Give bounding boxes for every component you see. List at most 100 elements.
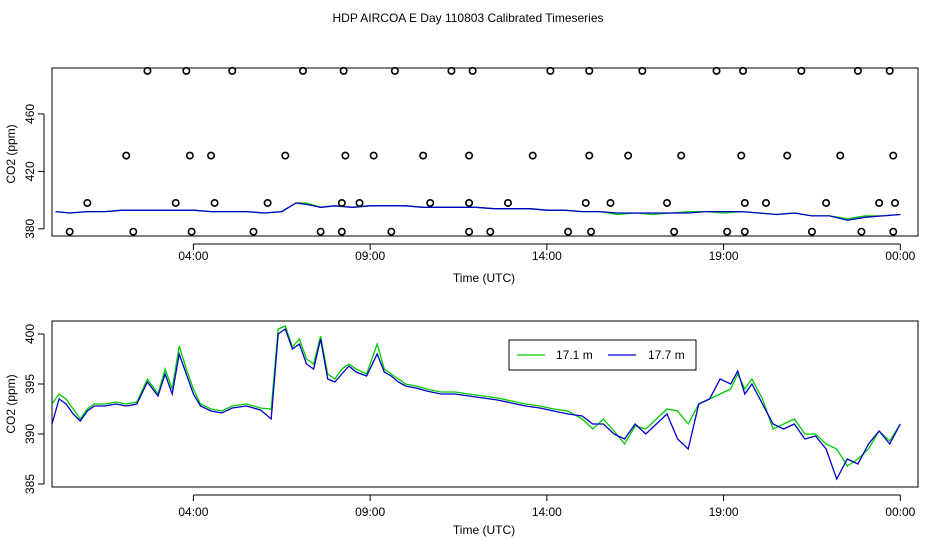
calibration-marker bbox=[249, 227, 258, 236]
calibration-marker bbox=[822, 198, 831, 207]
bottom-x-tick-label: 14:00 bbox=[532, 505, 562, 519]
calibration-marker bbox=[885, 66, 894, 75]
top-y-axis-title: CO2 (ppm) bbox=[4, 124, 18, 183]
calibration-marker bbox=[889, 151, 898, 160]
calibration-marker bbox=[797, 66, 806, 75]
calibration-marker bbox=[447, 66, 456, 75]
calibration-marker bbox=[298, 66, 307, 75]
bottom-plot-frame bbox=[51, 320, 919, 488]
calibration-marker bbox=[468, 66, 477, 75]
calibration-marker bbox=[564, 227, 573, 236]
bottom-y-tick-label: 385 bbox=[23, 474, 37, 494]
calibration-marker bbox=[677, 151, 686, 160]
calibration-marker bbox=[723, 227, 732, 236]
legend: 17.1 m 17.7 m bbox=[508, 339, 697, 371]
bottom-y-tick-label: 395 bbox=[23, 374, 37, 394]
bottom-x-axis-title: Time (UTC) bbox=[453, 523, 515, 537]
calibration-marker bbox=[486, 227, 495, 236]
calibration-marker bbox=[857, 227, 866, 236]
bottom-y-tick-label: 400 bbox=[23, 324, 37, 344]
calibration-marker bbox=[606, 198, 615, 207]
calibration-marker bbox=[263, 198, 272, 207]
calibration-marker bbox=[712, 66, 721, 75]
legend-label-17-7: 17.7 m bbox=[648, 348, 685, 362]
calibration-marker bbox=[740, 227, 749, 236]
calibration-marker bbox=[875, 198, 884, 207]
top-y-tick-label: 460 bbox=[23, 104, 37, 124]
top-x-tick-label: 09:00 bbox=[355, 249, 385, 263]
calibration-marker bbox=[853, 66, 862, 75]
calibration-marker bbox=[624, 151, 633, 160]
calibration-marker bbox=[341, 151, 350, 160]
bottom-series-17-1-m bbox=[52, 325, 901, 467]
calibration-marker bbox=[426, 198, 435, 207]
legend-label-17-1: 17.1 m bbox=[556, 348, 593, 362]
calibration-marker bbox=[228, 66, 237, 75]
calibration-marker bbox=[836, 151, 845, 160]
top-series-17-7-m bbox=[55, 202, 901, 221]
top-x-tick-label: 19:00 bbox=[709, 249, 739, 263]
calibration-marker bbox=[419, 151, 428, 160]
top-y-tick-label: 420 bbox=[23, 161, 37, 181]
calibration-marker bbox=[207, 151, 216, 160]
calibration-marker bbox=[465, 151, 474, 160]
calibration-marker bbox=[503, 198, 512, 207]
calibration-marker bbox=[783, 151, 792, 160]
calibration-marker bbox=[740, 198, 749, 207]
calibration-marker bbox=[369, 151, 378, 160]
calibration-marker bbox=[528, 151, 537, 160]
calibration-marker bbox=[587, 227, 596, 236]
top-x-tick-label: 00:00 bbox=[885, 249, 915, 263]
bottom-y-axis-title: CO2 (ppm) bbox=[4, 374, 18, 433]
calibration-marker bbox=[762, 198, 771, 207]
calibration-marker bbox=[739, 66, 748, 75]
bottom-y-tick-label: 390 bbox=[23, 424, 37, 444]
calibration-marker bbox=[585, 66, 594, 75]
calibration-marker bbox=[387, 227, 396, 236]
bottom-x-tick-label: 04:00 bbox=[178, 505, 208, 519]
calibration-marker bbox=[83, 198, 92, 207]
calibration-marker bbox=[337, 227, 346, 236]
calibration-marker bbox=[171, 198, 180, 207]
calibration-marker bbox=[129, 227, 138, 236]
calibration-marker bbox=[122, 151, 131, 160]
bottom-x-tick-label: 19:00 bbox=[709, 505, 739, 519]
calibration-marker bbox=[210, 198, 219, 207]
calibration-marker bbox=[581, 198, 590, 207]
top-panel: 04:00 09:00 14:00 19:00 00:00 380 420 460 bbox=[23, 66, 919, 263]
calibration-marker bbox=[65, 227, 74, 236]
calibration-marker bbox=[546, 66, 555, 75]
chart-title: HDP AIRCOA E Day 110803 Calibrated Times… bbox=[332, 11, 603, 25]
calibration-marker bbox=[390, 66, 399, 75]
calibration-marker bbox=[585, 151, 594, 160]
top-x-axis-title: Time (UTC) bbox=[453, 271, 515, 285]
calibration-marker bbox=[465, 198, 474, 207]
calibration-marker bbox=[638, 66, 647, 75]
top-x-tick-label: 04:00 bbox=[178, 249, 208, 263]
top-plot-frame bbox=[51, 67, 919, 237]
calibration-marker bbox=[663, 198, 672, 207]
bottom-series-17-7-m bbox=[52, 327, 901, 481]
top-y-tick-label: 380 bbox=[23, 218, 37, 238]
bottom-x-tick-label: 09:00 bbox=[355, 505, 385, 519]
calibration-marker bbox=[337, 198, 346, 207]
calibration-marker bbox=[339, 66, 348, 75]
calibration-marker bbox=[182, 66, 191, 75]
calibration-marker bbox=[143, 66, 152, 75]
top-x-tick-label: 14:00 bbox=[532, 249, 562, 263]
bottom-x-tick-label: 00:00 bbox=[885, 505, 915, 519]
calibration-marker bbox=[670, 227, 679, 236]
calibration-marker bbox=[889, 227, 898, 236]
calibration-marker bbox=[316, 227, 325, 236]
calibration-marker bbox=[891, 198, 900, 207]
calibration-marker bbox=[807, 227, 816, 236]
calibration-marker bbox=[187, 227, 196, 236]
top-series-17-1-m bbox=[55, 202, 901, 220]
calibration-marker bbox=[737, 151, 746, 160]
calibration-marker bbox=[185, 151, 194, 160]
calibration-marker bbox=[281, 151, 290, 160]
calibration-marker bbox=[465, 227, 474, 236]
bottom-panel: 04:00 09:00 14:00 19:00 00:00 385 390 395 400 bbox=[23, 320, 919, 519]
calibration-marker bbox=[355, 198, 364, 207]
